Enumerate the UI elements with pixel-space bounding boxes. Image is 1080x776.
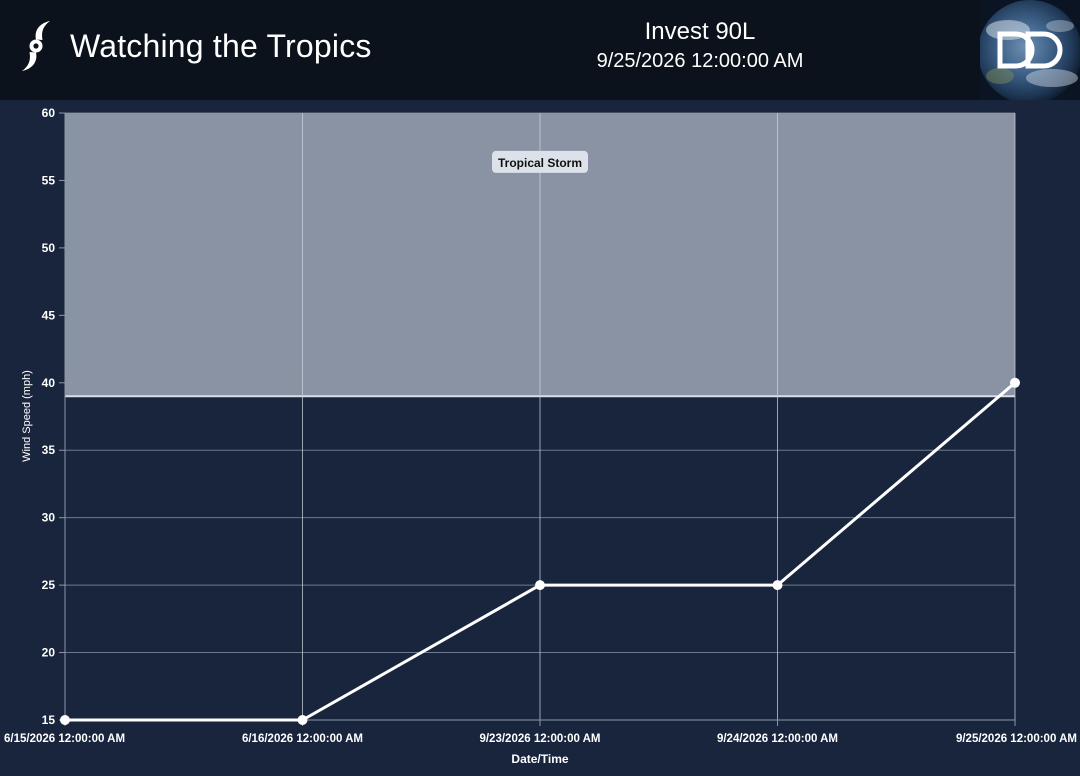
data-point[interactable] [535, 580, 545, 591]
header: Watching the Tropics Invest 90L 9/25/202… [0, 0, 1080, 100]
y-tick-label: 30 [42, 511, 56, 525]
y-axis-title: Wind Speed (mph) [21, 370, 33, 462]
data-point[interactable] [1010, 377, 1020, 388]
x-axis-title: Date/Time [511, 752, 568, 766]
storm-name: Invest 90L [644, 18, 756, 45]
y-tick-label: 50 [42, 241, 56, 255]
site-title: Watching the Tropics [70, 27, 372, 64]
y-tick-label: 20 [42, 646, 56, 660]
y-tick-label: 45 [42, 308, 56, 322]
dd-logo[interactable] [980, 0, 1080, 100]
y-tick-label: 35 [42, 443, 56, 457]
data-point[interactable] [60, 715, 70, 725]
band-label: Tropical Storm [498, 156, 582, 170]
hurricane-icon [22, 21, 50, 71]
storm-time: 9/25/2026 12:00:00 AM [596, 50, 804, 72]
x-tick-label: 9/24/2026 12:00:00 AM [717, 733, 838, 745]
x-tick-label: 9/25/2026 12:00:00 AM [956, 733, 1077, 745]
wind-speed-chart: 15 20 25 30 35 40 45 50 55 60 6/15/2026 12:00:00 A… [4, 106, 1077, 766]
y-tick-label: 25 [42, 578, 56, 592]
brand[interactable]: Watching the Tropics [16, 20, 372, 72]
chart-area: 15 20 25 30 35 40 45 50 55 60 6/15/2026 12:00:00 A… [0, 100, 1080, 771]
data-point[interactable] [772, 580, 783, 591]
y-tick-label: 60 [42, 106, 56, 120]
x-tick-label: 9/23/2026 12:00:00 AM [479, 733, 600, 745]
y-tick-label: 15 [42, 713, 56, 727]
dd-logo-icon [980, 0, 1080, 100]
x-tick-label: 6/16/2026 12:00:00 AM [242, 733, 363, 745]
band-label-box [492, 150, 588, 173]
data-point[interactable] [297, 715, 308, 725]
x-tick-label: 6/15/2026 12:00:00 AM [4, 733, 125, 745]
y-tick-label: 55 [42, 173, 56, 187]
storm-info: Invest 90L 9/25/2026 12:00:00 AM [540, 18, 860, 74]
y-tick-label: 40 [42, 376, 56, 390]
